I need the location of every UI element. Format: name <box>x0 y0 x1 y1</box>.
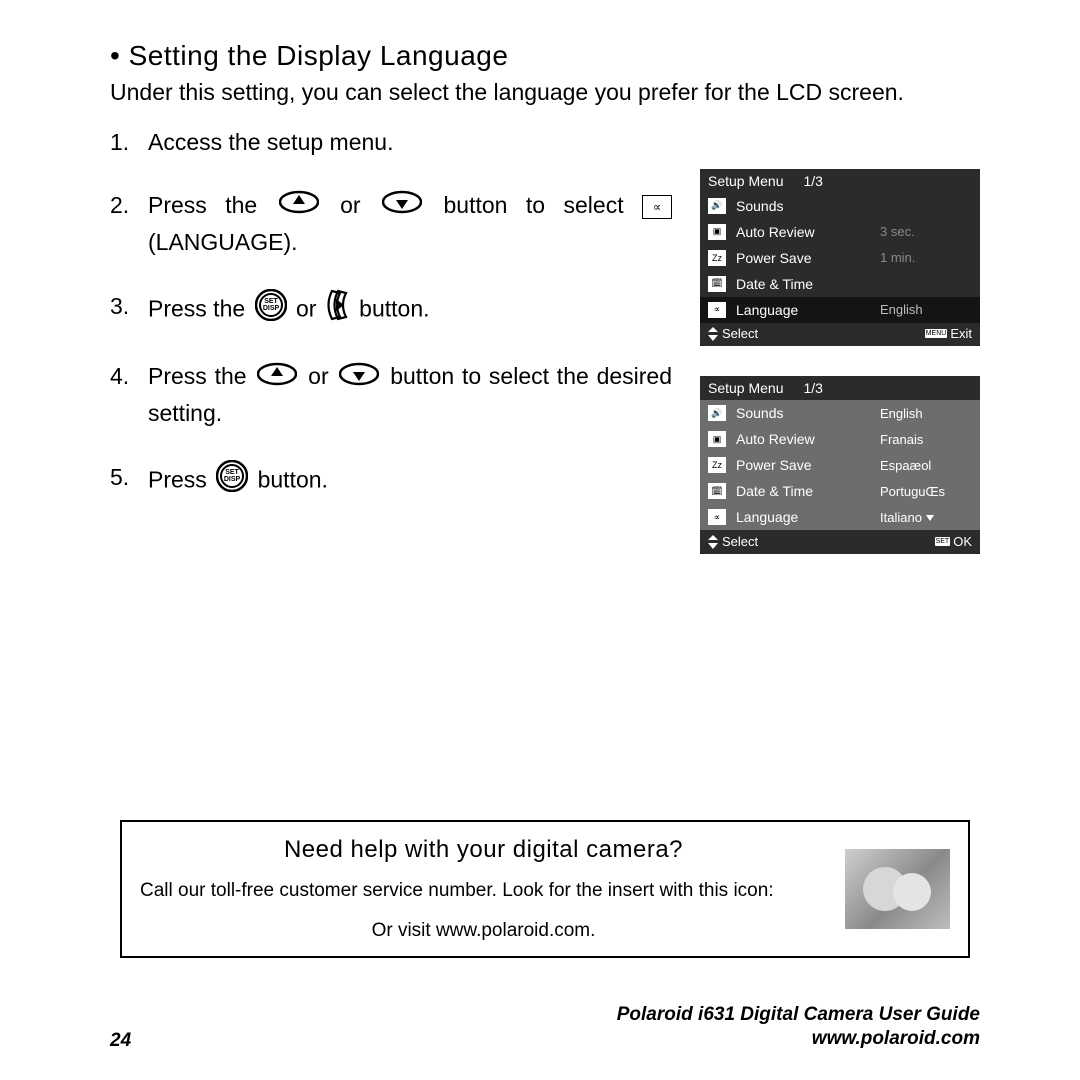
help-callout: Need help with your digital camera? Call… <box>120 820 970 958</box>
guide-url: www.polaroid.com <box>812 1028 980 1049</box>
row-label: Auto Review <box>736 224 880 240</box>
step-text: button. <box>359 295 429 321</box>
up-button-icon <box>279 189 319 225</box>
step-5: Press button. <box>110 460 672 503</box>
row-label: Auto Review <box>736 431 880 447</box>
row-value: English <box>880 302 972 317</box>
step-text: Press the <box>148 295 245 321</box>
menu-badge-icon: MENU <box>925 329 948 338</box>
row-value: 3 sec. <box>880 224 972 239</box>
heading-text: Setting the Display Language <box>129 40 509 71</box>
step-4: Press the or button to select the desire… <box>110 359 672 431</box>
exit-label: Exit <box>950 326 972 341</box>
autoreview-icon: ▣ <box>708 224 726 240</box>
step-text: Press the <box>148 363 247 389</box>
page-footer: 24 Polaroid i631 Digital Camera User Gui… <box>110 1003 980 1052</box>
help-line: Call our toll-free customer service numb… <box>140 880 827 902</box>
lcd-screenshot-1: Setup Menu 1/3 🔊 Sounds ▣ Auto Review 3 … <box>700 169 980 347</box>
ok-label: OK <box>953 534 972 549</box>
step-text: (LANGUAGE). <box>148 229 298 255</box>
up-button-icon <box>257 361 297 397</box>
screen-page: 1/3 <box>804 380 823 396</box>
datetime-icon: 🗓 <box>708 276 726 292</box>
menu-row: 🔊 Sounds English <box>700 400 980 426</box>
select-label: Select <box>722 326 758 341</box>
screen-page: 1/3 <box>804 173 823 189</box>
menu-row: 🗓 Date & Time <box>700 271 980 297</box>
step-text: button to select <box>443 192 623 218</box>
step-text: or <box>340 192 360 218</box>
row-value: PortuguŒs <box>880 484 972 499</box>
datetime-icon: 🗓 <box>708 483 726 499</box>
step-text: or <box>296 295 316 321</box>
row-label: Power Save <box>736 250 880 266</box>
step-text: Press the <box>148 192 257 218</box>
steps-list: Access the setup menu. Press the or butt… <box>110 125 672 531</box>
lcd-screenshot-2: Setup Menu 1/3 🔊 Sounds English ▣ Auto R… <box>700 376 980 554</box>
footer-left: Select <box>708 533 758 549</box>
guide-title: Polaroid i631 Digital Camera User Guide <box>617 1004 980 1025</box>
row-label: Date & Time <box>736 483 880 499</box>
row-value: 1 min. <box>880 250 972 265</box>
set-button-icon <box>255 289 287 332</box>
language-box-icon: ∝ <box>642 195 672 219</box>
language-icon: ∝ <box>708 509 726 525</box>
footer-right: MENU Exit <box>925 326 972 342</box>
menu-row: Zz Power Save Espaæol <box>700 452 980 478</box>
sounds-icon: 🔊 <box>708 405 726 421</box>
menu-row: Zz Power Save 1 min. <box>700 245 980 271</box>
bullet: • <box>110 40 120 71</box>
step-text: or <box>308 363 328 389</box>
row-label: Sounds <box>736 198 880 214</box>
down-button-icon <box>339 361 379 397</box>
row-label: Date & Time <box>736 276 880 292</box>
screen-title: Setup Menu <box>708 173 784 189</box>
row-label: Sounds <box>736 405 880 421</box>
row-label: Language <box>736 302 880 318</box>
menu-row: ▣ Auto Review Franais <box>700 426 980 452</box>
powersave-icon: Zz <box>708 457 726 473</box>
set-badge-icon: SET <box>935 537 951 546</box>
select-label: Select <box>722 534 758 549</box>
language-icon: ∝ <box>708 302 726 318</box>
row-value: English <box>880 406 972 421</box>
step-1: Access the setup menu. <box>110 125 672 161</box>
section-heading: • Setting the Display Language <box>110 40 980 72</box>
menu-row-selected: ∝ Language English <box>700 297 980 323</box>
powersave-icon: Zz <box>708 250 726 266</box>
screen-title: Setup Menu <box>708 380 784 396</box>
set-button-icon <box>216 460 248 503</box>
footer-left: Select <box>708 326 758 342</box>
step-text: Press <box>148 466 207 492</box>
autoreview-icon: ▣ <box>708 431 726 447</box>
menu-row-selected: ∝ Language Italiano <box>700 504 980 530</box>
row-value: Espaæol <box>880 458 972 473</box>
menu-row: 🔊 Sounds <box>700 193 980 219</box>
down-button-icon <box>382 189 422 225</box>
row-value: Franais <box>880 432 972 447</box>
intro-text: Under this setting, you can select the l… <box>110 78 980 107</box>
insert-photo-icon <box>845 849 950 929</box>
row-label: Power Save <box>736 457 880 473</box>
row-label: Language <box>736 509 880 525</box>
menu-row: 🗓 Date & Time PortuguŒs <box>700 478 980 504</box>
page-number: 24 <box>110 1030 131 1052</box>
step-text: Access the setup menu. <box>148 129 393 155</box>
step-3: Press the or button. <box>110 289 672 332</box>
menu-row: ▣ Auto Review 3 sec. <box>700 219 980 245</box>
row-value: Italiano <box>880 510 972 525</box>
footer-right: SET OK <box>935 533 972 549</box>
help-line: Or visit www.polaroid.com. <box>140 920 827 942</box>
step-text: button. <box>258 466 328 492</box>
step-2: Press the or button to select ∝ (LANGUAG… <box>110 188 672 260</box>
help-title: Need help with your digital camera? <box>140 836 827 864</box>
sounds-icon: 🔊 <box>708 198 726 214</box>
chevron-down-icon <box>926 515 934 521</box>
right-button-icon <box>326 289 350 332</box>
